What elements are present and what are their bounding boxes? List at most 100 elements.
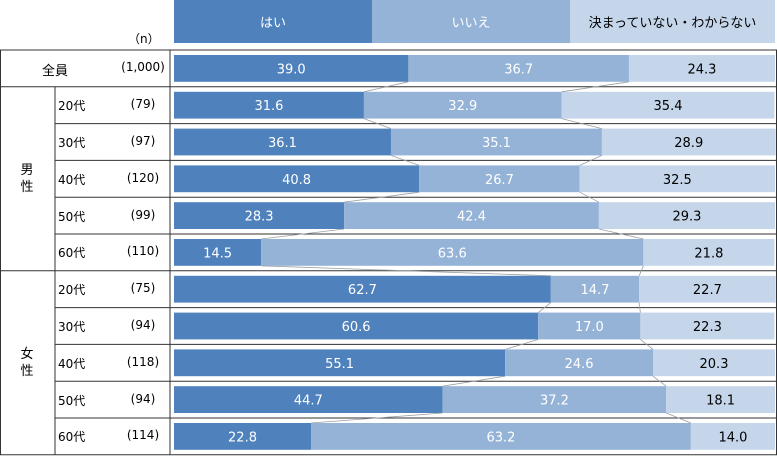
bar-value-label: 37.2 bbox=[540, 394, 569, 409]
connector-line bbox=[561, 81, 630, 93]
bar-value-label: 31.6 bbox=[254, 99, 283, 114]
connector-line bbox=[442, 375, 506, 387]
bar-segment bbox=[640, 312, 775, 340]
bar-value-label: 60.6 bbox=[342, 320, 371, 335]
bar-value-label: 28.9 bbox=[674, 136, 703, 151]
bar-value-label: 44.7 bbox=[294, 394, 323, 409]
connector-line bbox=[363, 81, 409, 93]
legend-no-label: いいえ bbox=[451, 16, 491, 31]
bar-segment bbox=[643, 239, 775, 266]
bar-segment bbox=[408, 55, 629, 82]
row-n-count: (94) bbox=[130, 318, 156, 332]
bar-value-label: 32.9 bbox=[448, 99, 477, 114]
bar-segment bbox=[550, 275, 640, 303]
row-n-count: (97) bbox=[130, 134, 156, 148]
connector-line bbox=[261, 228, 345, 240]
connector-line bbox=[640, 339, 654, 350]
bar-value-label: 39.0 bbox=[277, 62, 306, 77]
legend-undecided: 決まっていない・わからない bbox=[570, 0, 775, 43]
n-header: （n） bbox=[128, 32, 160, 46]
bar-value-label: 40.8 bbox=[282, 173, 311, 188]
bar-value-label: 32.5 bbox=[663, 173, 692, 188]
connector-line bbox=[537, 302, 552, 313]
bar-value-label: 17.0 bbox=[575, 320, 604, 335]
connector-line bbox=[579, 155, 603, 166]
bar-segment bbox=[690, 423, 775, 450]
row-label-age: 50代 bbox=[58, 393, 86, 408]
connector-line bbox=[561, 118, 603, 129]
bar-value-label: 55.1 bbox=[325, 357, 354, 372]
bar-value-label: 24.3 bbox=[688, 62, 717, 77]
bar-value-label: 28.3 bbox=[245, 210, 274, 225]
bar-segment bbox=[261, 239, 644, 266]
bar-segment bbox=[174, 91, 364, 119]
connector-line bbox=[638, 302, 641, 313]
row-label-age: 40代 bbox=[58, 356, 86, 371]
row-n-count: (120) bbox=[126, 170, 160, 185]
bar-segment bbox=[174, 239, 262, 266]
bar-value-label: 14.7 bbox=[581, 283, 610, 298]
row-label-total: 全員 bbox=[41, 64, 68, 80]
row-n-count: (94) bbox=[130, 391, 156, 406]
bar-value-label: 24.6 bbox=[565, 357, 594, 372]
connector-line bbox=[638, 265, 644, 276]
bar-value-label: 42.4 bbox=[457, 210, 486, 225]
bar-segment bbox=[174, 386, 443, 413]
connector-line bbox=[261, 265, 551, 277]
bar-value-label: 35.4 bbox=[654, 99, 683, 114]
bar-value-label: 63.2 bbox=[486, 430, 515, 445]
bar-value-label: 62.7 bbox=[348, 283, 377, 298]
bar-segment bbox=[419, 165, 580, 193]
bar-segment bbox=[666, 386, 775, 413]
bar-segment bbox=[363, 91, 562, 119]
bar-segment bbox=[174, 55, 409, 82]
bar-segment bbox=[442, 386, 667, 413]
row-n-count: (79) bbox=[130, 97, 156, 112]
connector-line bbox=[579, 191, 600, 203]
legend-yes: はい bbox=[174, 0, 372, 43]
bar-value-label: 35.1 bbox=[482, 136, 511, 151]
bar-value-label: 14.5 bbox=[203, 246, 232, 261]
bar-value-label: 26.7 bbox=[485, 173, 514, 188]
bar-segment bbox=[344, 202, 599, 229]
row-n-count: (110) bbox=[126, 244, 160, 259]
bar-segment bbox=[628, 55, 775, 82]
row-label-age: 20代 bbox=[58, 283, 86, 298]
bar-segment bbox=[311, 423, 691, 450]
group-label-female: 女 性 bbox=[20, 347, 34, 379]
bar-segment bbox=[639, 275, 776, 303]
row-label-age: 60代 bbox=[58, 430, 86, 445]
connector-line bbox=[363, 118, 392, 129]
row-n-count: (75) bbox=[130, 281, 156, 296]
bar-value-label: 14.0 bbox=[718, 430, 747, 445]
bar-value-label: 29.3 bbox=[672, 210, 701, 225]
bar-value-label: 36.1 bbox=[268, 136, 297, 151]
legend-no: いいえ bbox=[372, 0, 570, 43]
row-label-age: 60代 bbox=[58, 246, 86, 261]
bar-segment bbox=[561, 91, 775, 119]
connector-line bbox=[666, 412, 692, 424]
bar-segment bbox=[174, 128, 391, 156]
row-label-age: 30代 bbox=[58, 320, 86, 334]
row-n-count: (1,000) bbox=[121, 60, 165, 75]
connector-line bbox=[598, 228, 644, 240]
bar-segment bbox=[174, 275, 551, 303]
row-n-count: (118) bbox=[126, 354, 160, 369]
bar-value-label: 22.7 bbox=[693, 283, 722, 298]
legend-undecided-label: 決まっていない・わからない bbox=[588, 16, 757, 31]
connector-line bbox=[390, 155, 420, 166]
row-label-age: 40代 bbox=[58, 172, 86, 187]
row-label-age: 30代 bbox=[58, 136, 86, 150]
bar-value-label: 21.8 bbox=[694, 246, 723, 261]
connector-line bbox=[310, 412, 443, 424]
connector-line bbox=[652, 375, 667, 387]
bar-segment bbox=[390, 128, 602, 156]
row-n-count: (99) bbox=[130, 207, 156, 222]
row-label-age: 50代 bbox=[58, 209, 86, 224]
bar-value-label: 18.1 bbox=[706, 394, 735, 409]
bar-segment bbox=[538, 312, 641, 340]
connector-line bbox=[505, 339, 539, 350]
bar-segment bbox=[174, 202, 345, 229]
